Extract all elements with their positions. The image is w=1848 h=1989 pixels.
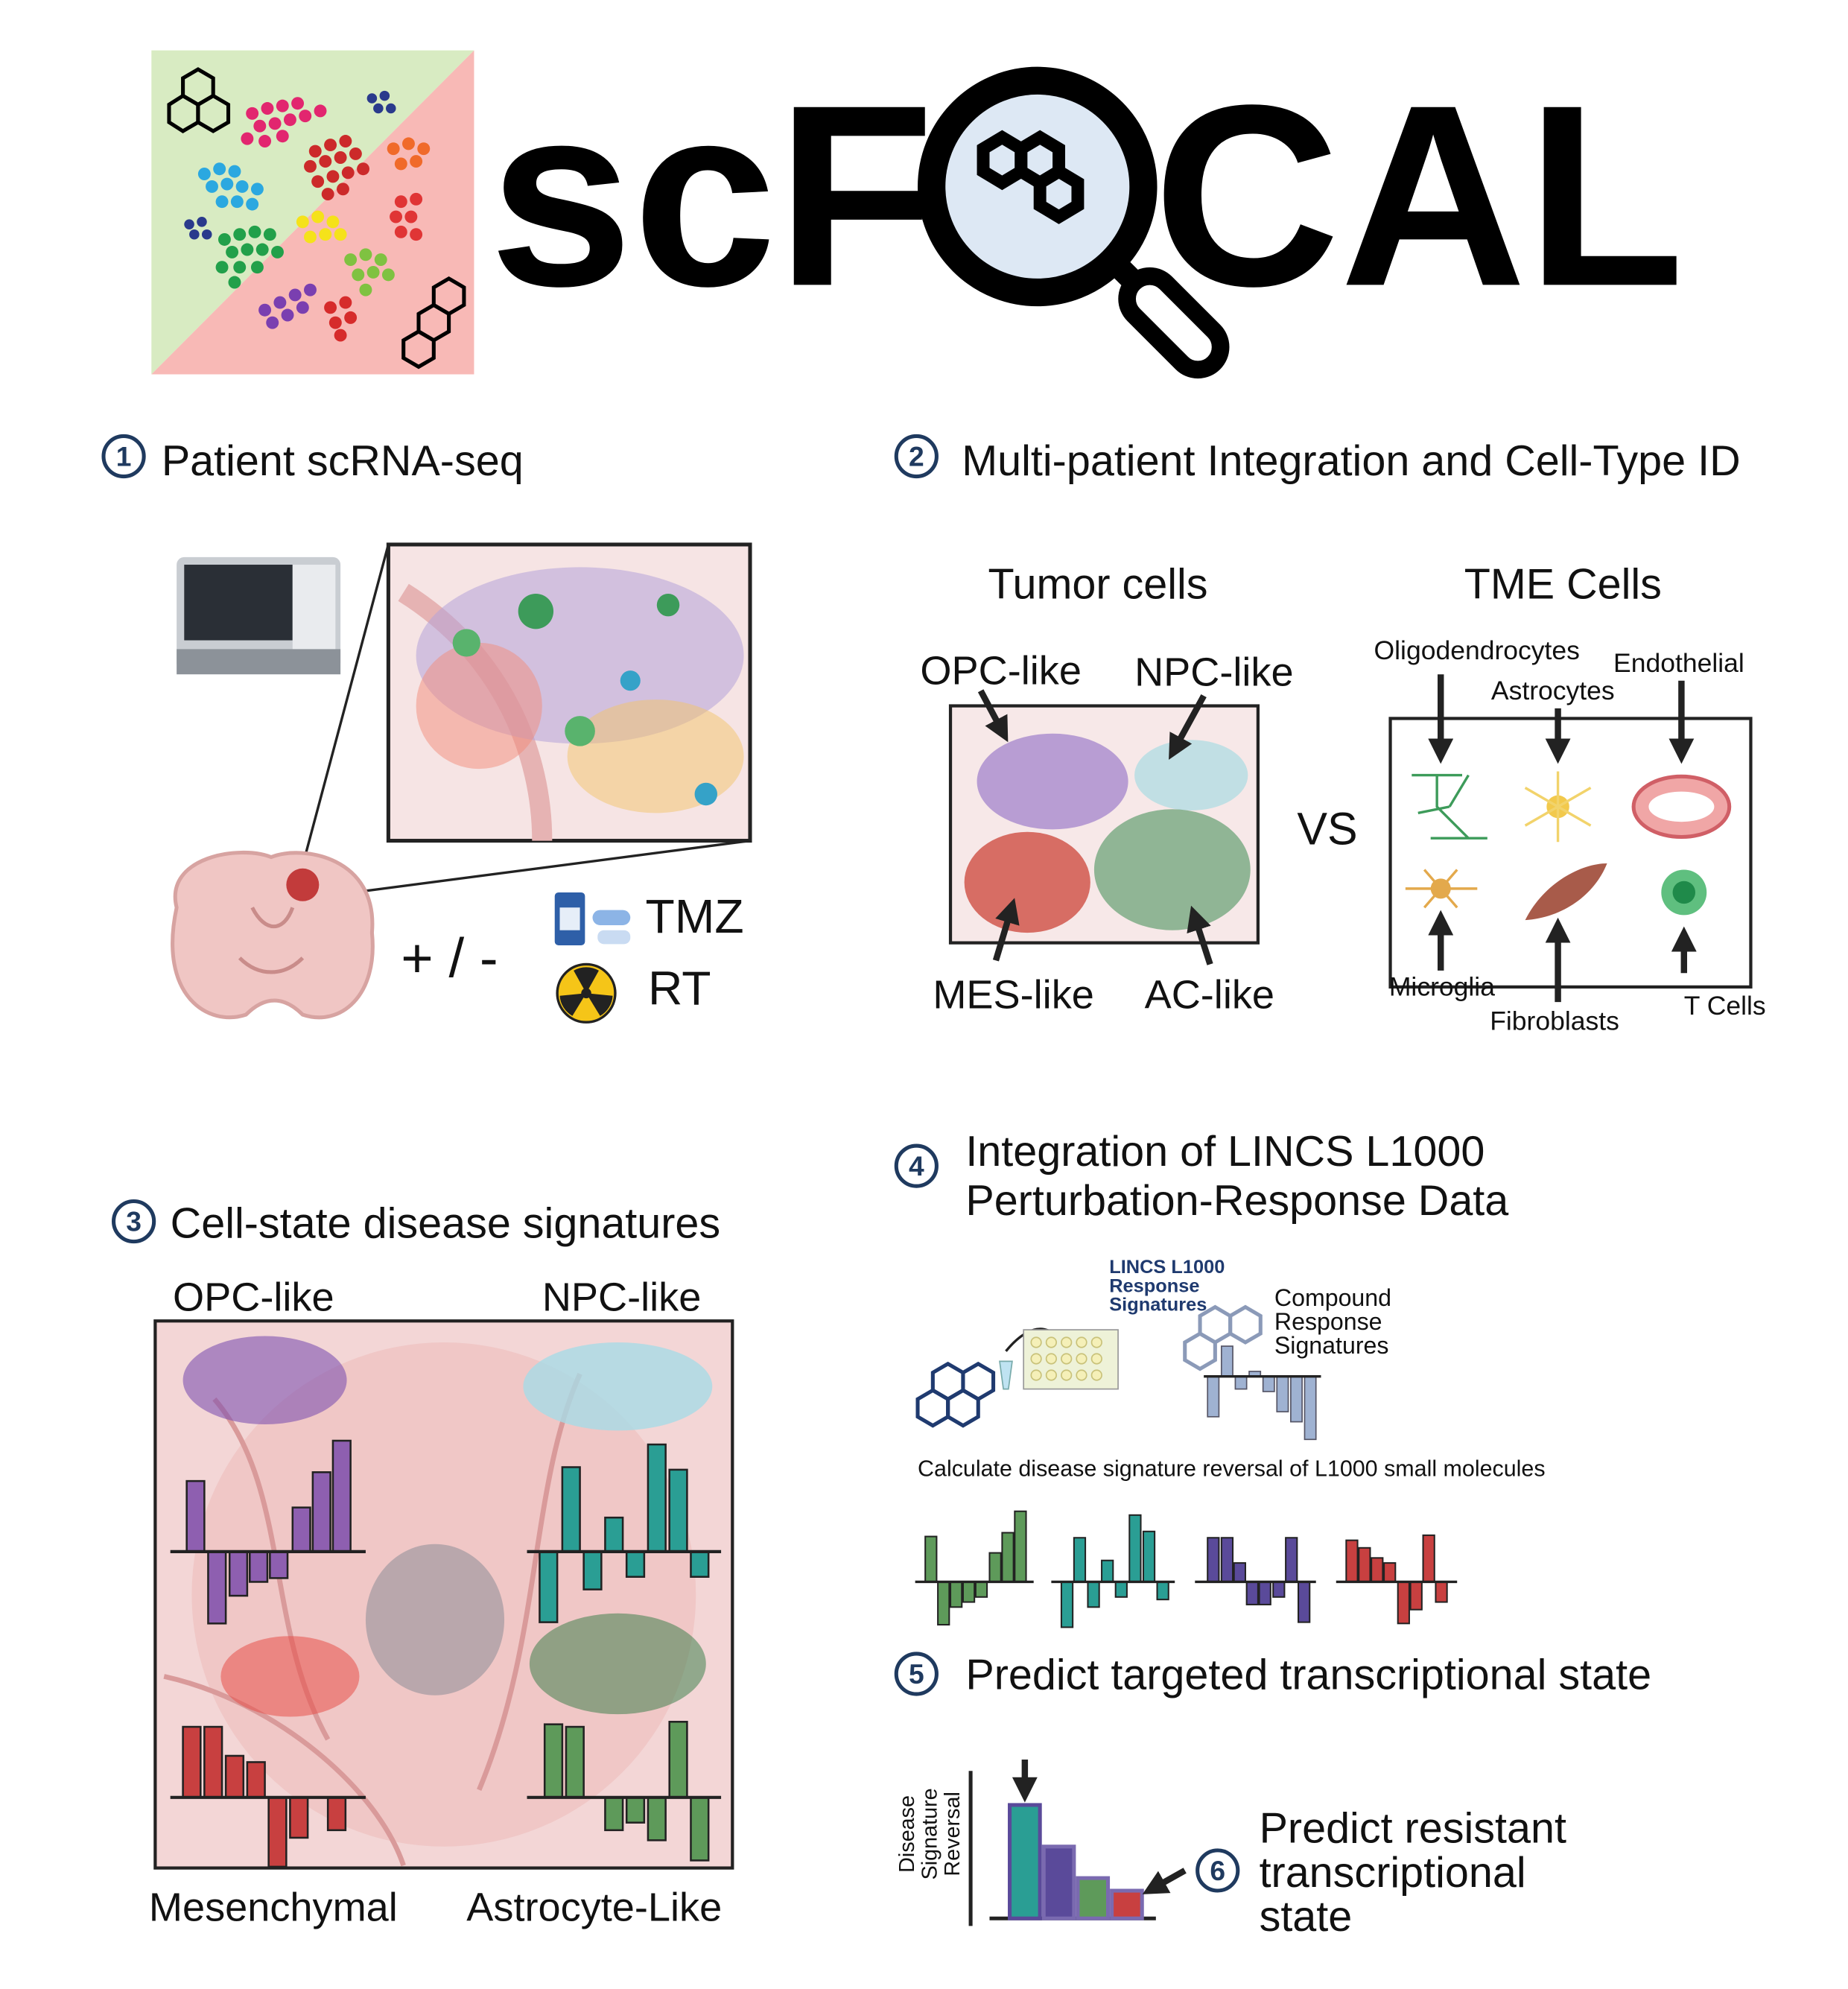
lincs-text: LINCS L1000 bbox=[1109, 1257, 1225, 1278]
step-title: Cell-state disease signatures bbox=[171, 1200, 721, 1248]
signature-panel bbox=[153, 1319, 734, 1870]
step-badge bbox=[894, 1143, 939, 1188]
vs-label: VS bbox=[1297, 804, 1357, 854]
ranking-chart bbox=[968, 1760, 1187, 1926]
lincs-art bbox=[915, 1304, 1321, 1441]
step-badge bbox=[894, 1652, 939, 1696]
logo-right: CAL bbox=[1153, 51, 1684, 340]
cell-type-label: Microglia bbox=[1389, 972, 1495, 1002]
lincs-panel-label: LINCS L1000 Response Signatures bbox=[1109, 1257, 1225, 1316]
tme-cells-box bbox=[1388, 717, 1753, 989]
sequencer-icon bbox=[177, 556, 341, 675]
compound-text: Response bbox=[1274, 1308, 1382, 1335]
step-number: 4 bbox=[909, 1150, 924, 1181]
drug-label: TMZ bbox=[646, 889, 744, 943]
signature-label: Astrocyte-Like bbox=[466, 1885, 722, 1930]
step-badge bbox=[101, 434, 146, 479]
step-title: transcriptional bbox=[1260, 1849, 1526, 1897]
drug-label: RT bbox=[648, 962, 711, 1015]
step-title: Perturbation-Response Data bbox=[965, 1177, 1508, 1225]
cell-type-label: T Cells bbox=[1684, 991, 1766, 1021]
state-label: AC-like bbox=[1145, 973, 1274, 1018]
step-title: Integration of LINCS L1000 bbox=[965, 1128, 1485, 1176]
group-title: Tumor cells bbox=[988, 561, 1207, 609]
radiation-icon bbox=[556, 962, 617, 1024]
reversal-bars bbox=[915, 1510, 1458, 1628]
signature-bars bbox=[170, 1439, 722, 1868]
group-title: TME Cells bbox=[1464, 561, 1662, 609]
caption: Calculate disease signature reversal of … bbox=[918, 1456, 1546, 1481]
arrow bbox=[992, 898, 1020, 962]
step-number: 6 bbox=[1210, 1855, 1225, 1886]
step-badge bbox=[111, 1199, 156, 1244]
brain-icon bbox=[171, 851, 375, 1020]
lincs-text: Response bbox=[1109, 1275, 1199, 1296]
signature-label: Mesenchymal bbox=[149, 1885, 398, 1930]
axis-label: Disease Signature Reversal bbox=[895, 1788, 965, 1879]
arrow bbox=[977, 689, 1009, 743]
treatment-sign: + / - bbox=[401, 927, 498, 989]
signature-label: NPC-like bbox=[542, 1275, 702, 1320]
step-title: state bbox=[1260, 1893, 1353, 1941]
logo-art bbox=[151, 50, 474, 375]
compound-text: Signatures bbox=[1274, 1332, 1389, 1359]
step-number: 1 bbox=[116, 441, 132, 472]
state-label: OPC-like bbox=[920, 649, 1082, 694]
step-badge bbox=[894, 434, 939, 479]
arrow bbox=[1169, 694, 1207, 760]
tumor-cells-box bbox=[948, 704, 1260, 945]
drug-icon bbox=[554, 892, 631, 946]
step-badge bbox=[1196, 1848, 1240, 1893]
zoom-lines bbox=[299, 544, 751, 899]
cell-type-label: Fibroblasts bbox=[1490, 1006, 1619, 1035]
step-title: Multi-patient Integration and Cell-Type … bbox=[962, 437, 1740, 485]
state-label: NPC-like bbox=[1134, 650, 1294, 694]
step-number: 5 bbox=[909, 1658, 924, 1690]
tumor-inset bbox=[386, 542, 752, 843]
magnifier bbox=[918, 66, 1230, 379]
axis-label-line: Signature bbox=[918, 1788, 942, 1879]
lincs-text: Signatures bbox=[1109, 1295, 1207, 1316]
step-title: Predict targeted transcriptional state bbox=[965, 1651, 1651, 1698]
compound-text: Compound bbox=[1274, 1284, 1391, 1311]
cell-type-label: Astrocytes bbox=[1491, 676, 1615, 705]
logo-left: scF bbox=[489, 51, 935, 340]
signature-label: OPC-like bbox=[173, 1275, 334, 1320]
cell-type-label: Endothelial bbox=[1613, 648, 1744, 678]
state-label: MES-like bbox=[933, 973, 1094, 1018]
step-title: Patient scRNA-seq bbox=[162, 437, 524, 485]
arrow bbox=[1187, 905, 1213, 965]
cell-type-label: Oligodendrocytes bbox=[1374, 635, 1580, 665]
step-title: Predict resistant bbox=[1260, 1805, 1566, 1853]
step-number: 2 bbox=[909, 441, 924, 472]
axis-label-line: Disease bbox=[895, 1795, 919, 1873]
axis-label-line: Reversal bbox=[941, 1792, 965, 1876]
step-number: 3 bbox=[126, 1206, 142, 1237]
